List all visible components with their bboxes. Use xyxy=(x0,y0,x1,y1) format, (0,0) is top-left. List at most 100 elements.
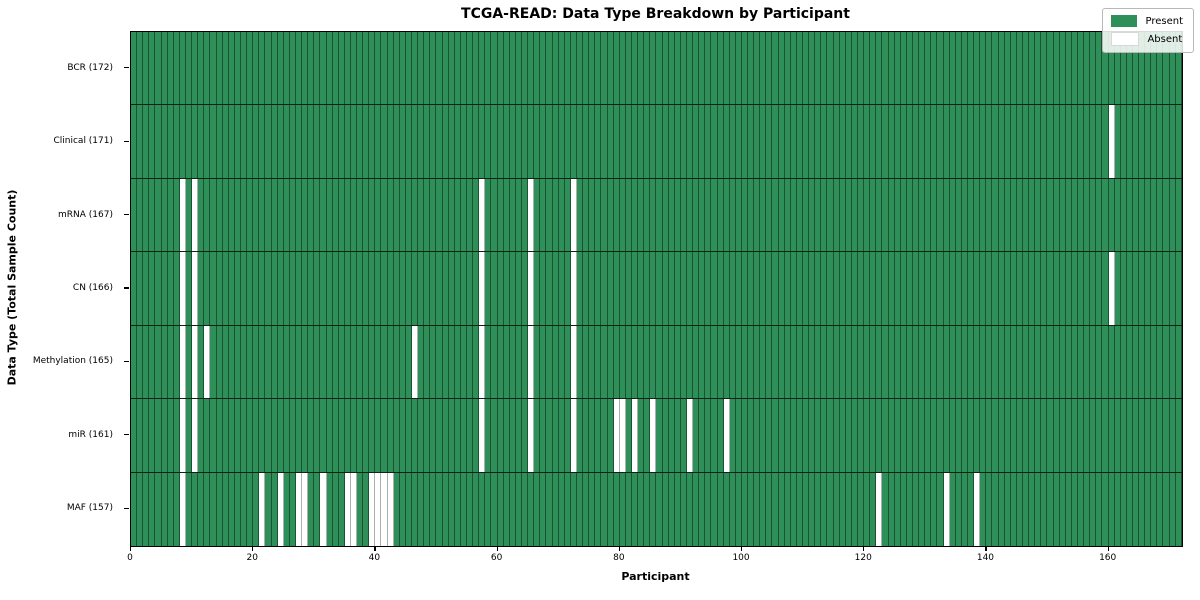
y-tick-mark xyxy=(124,67,129,69)
y-tick-label: mRNA (167) xyxy=(58,209,113,220)
heatmap-cell xyxy=(944,399,950,472)
heatmap-cell xyxy=(1035,178,1042,252)
heatmap-cell xyxy=(834,325,840,399)
x-tick-label: 120 xyxy=(854,553,872,563)
heatmap-cell xyxy=(1023,32,1030,105)
heatmap-cell xyxy=(424,105,431,178)
heatmap-cell xyxy=(1157,399,1164,472)
heatmap-cell xyxy=(1072,32,1078,105)
heatmap-cell xyxy=(467,325,474,399)
heatmap-cell xyxy=(895,105,901,178)
heatmap-cell xyxy=(394,32,400,105)
heatmap-cell xyxy=(553,252,559,325)
heatmap-cell xyxy=(559,472,565,546)
heatmap-cell xyxy=(1060,472,1066,546)
heatmap-cell xyxy=(608,32,614,105)
heatmap-cell xyxy=(430,399,437,472)
heatmap-cell xyxy=(302,325,309,399)
heatmap-cell xyxy=(1005,399,1011,472)
heatmap-cell xyxy=(760,32,767,105)
heatmap-cell xyxy=(699,252,706,325)
heatmap-cell xyxy=(449,252,455,325)
heatmap-cell xyxy=(1072,325,1078,399)
heatmap-cell xyxy=(570,325,577,399)
heatmap-cell xyxy=(803,472,810,546)
heatmap-cell xyxy=(907,105,913,178)
heatmap-cell xyxy=(443,472,449,546)
heatmap-cell xyxy=(155,32,162,105)
heatmap-cell xyxy=(614,178,620,252)
heatmap-cell xyxy=(192,178,199,252)
heatmap-cell xyxy=(827,325,834,399)
heatmap-cell xyxy=(253,252,260,325)
heatmap-cell xyxy=(827,472,834,546)
heatmap-cell xyxy=(522,472,529,546)
heatmap-cell xyxy=(608,252,614,325)
heatmap-cell xyxy=(314,325,321,399)
heatmap-cell xyxy=(962,252,968,325)
heatmap-cell xyxy=(1041,472,1048,546)
heatmap-cell xyxy=(479,178,486,252)
heatmap-cell xyxy=(876,32,883,105)
heatmap-cell xyxy=(791,252,797,325)
heatmap-cell xyxy=(846,325,852,399)
heatmap-cell xyxy=(614,32,620,105)
heatmap-cell xyxy=(834,178,840,252)
heatmap-cell xyxy=(779,325,785,399)
heatmap-cell xyxy=(852,325,859,399)
heatmap-cell xyxy=(1066,252,1072,325)
heatmap-cell xyxy=(907,178,913,252)
heatmap-cell xyxy=(400,32,406,105)
heatmap-cell xyxy=(864,32,871,105)
heatmap-cell xyxy=(992,252,999,325)
heatmap-cell xyxy=(430,325,437,399)
heatmap-cell xyxy=(1102,472,1109,546)
heatmap-cell xyxy=(351,325,358,399)
heatmap-cell xyxy=(687,252,694,325)
heatmap-cell xyxy=(296,399,303,472)
heatmap-cell xyxy=(155,105,162,178)
heatmap-cell xyxy=(339,472,345,546)
heatmap-cell xyxy=(546,252,553,325)
heatmap-cell xyxy=(760,178,767,252)
heatmap-cell xyxy=(693,252,700,325)
heatmap-cell xyxy=(357,178,364,252)
heatmap-cell xyxy=(974,325,981,399)
heatmap-cell xyxy=(1017,325,1023,399)
heatmap-cell xyxy=(693,325,700,399)
heatmap-cell xyxy=(950,178,956,252)
heatmap-cell xyxy=(693,472,700,546)
heatmap-cell xyxy=(589,32,596,105)
heatmap-cell xyxy=(1035,252,1042,325)
heatmap-cell xyxy=(174,325,180,399)
heatmap-cell xyxy=(650,399,657,472)
heatmap-cell xyxy=(1133,252,1140,325)
heatmap-cell xyxy=(595,178,602,252)
heatmap-cell xyxy=(693,178,700,252)
heatmap-cell xyxy=(522,399,529,472)
heatmap-cell xyxy=(327,472,333,546)
heatmap-cell xyxy=(687,32,694,105)
heatmap-cell xyxy=(620,32,626,105)
heatmap-cell xyxy=(827,252,834,325)
heatmap-cell xyxy=(1163,32,1170,105)
heatmap-cell xyxy=(1005,472,1011,546)
heatmap-cell xyxy=(174,399,180,472)
heatmap-cell xyxy=(491,178,498,252)
heatmap-cell xyxy=(937,32,944,105)
heatmap-cell xyxy=(1096,399,1103,472)
heatmap-cell xyxy=(229,399,235,472)
heatmap-cell xyxy=(1139,32,1146,105)
heatmap-cell xyxy=(339,178,345,252)
heatmap-cell xyxy=(570,252,577,325)
heatmap-cell xyxy=(473,32,480,105)
heatmap-cell xyxy=(546,325,553,399)
heatmap-cell xyxy=(290,399,296,472)
heatmap-cell xyxy=(546,472,553,546)
heatmap-cell xyxy=(748,32,755,105)
heatmap-cell xyxy=(785,32,791,105)
heatmap-cell xyxy=(944,178,950,252)
heatmap-cell xyxy=(436,178,443,252)
y-tick-label: miR (161) xyxy=(68,429,113,440)
heatmap-cell xyxy=(687,472,694,546)
